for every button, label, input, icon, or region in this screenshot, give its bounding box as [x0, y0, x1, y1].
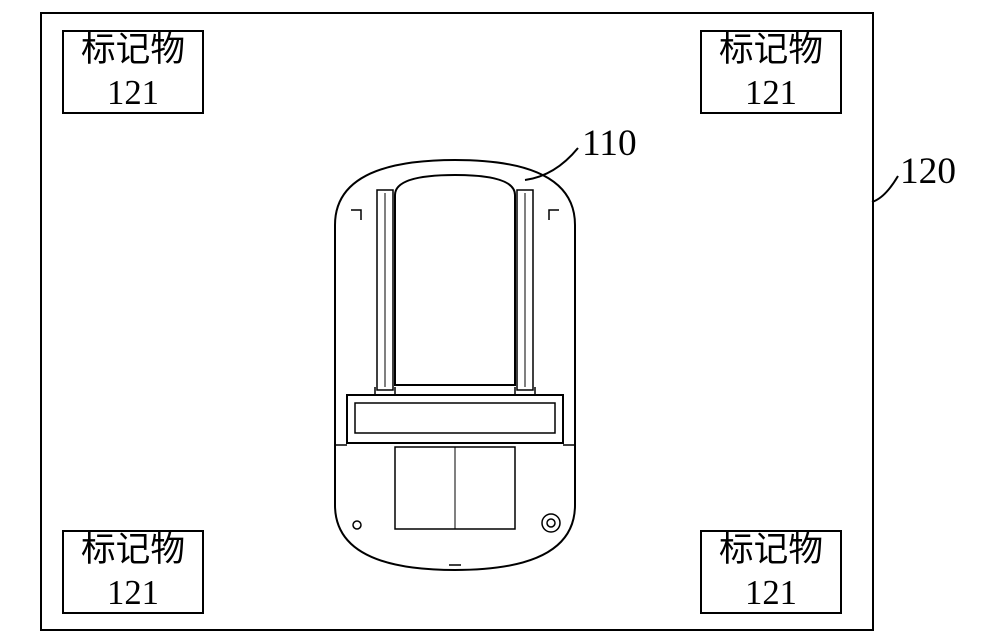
leader-110	[525, 148, 578, 180]
device-top-left-detail	[351, 210, 361, 220]
diagram-svg-layer	[0, 0, 1000, 641]
device-top-right-detail	[549, 210, 559, 220]
device-cross-bar-outer	[347, 395, 563, 443]
device-cross-bar-inner	[355, 403, 555, 433]
device-hole-outer	[542, 514, 560, 532]
device-inner-shaft	[395, 175, 515, 385]
device-110	[335, 160, 575, 570]
device-hole-inner	[547, 519, 555, 527]
device-nub-left	[353, 521, 361, 529]
leader-120	[872, 176, 898, 202]
